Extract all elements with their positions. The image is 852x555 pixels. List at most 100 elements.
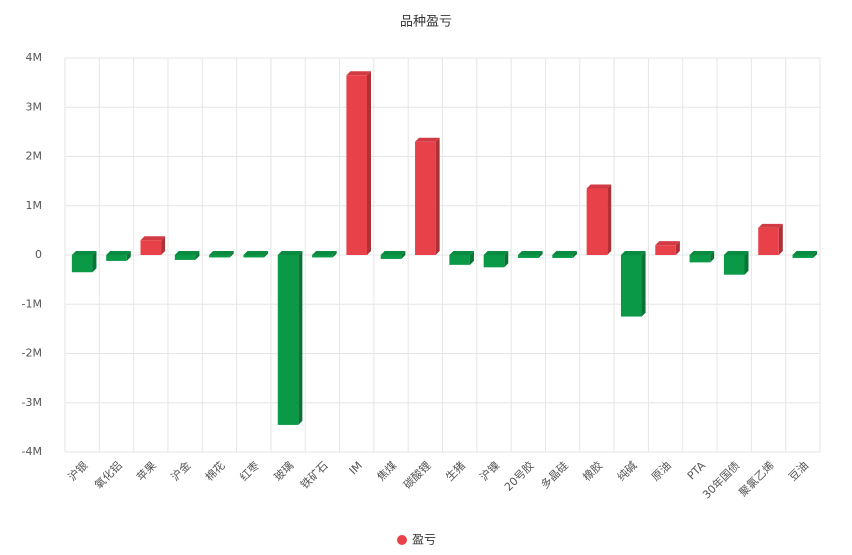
x-tick-label: 沪银 [65,458,90,483]
x-tick-label: 20号胶 [501,458,536,493]
bar-top [243,251,269,255]
bar-top [586,184,612,189]
bar [792,255,814,258]
bar-top [415,137,440,142]
bar [586,188,608,255]
x-tick-label: 生猪 [442,458,467,483]
bar-top [518,251,543,255]
x-tick-label: 苹果 [134,458,159,483]
x-tick-label: 多晶硅 [538,458,571,491]
bar [483,255,505,268]
x-tick-label: IM [347,459,365,477]
x-tick-label: 碳酸锂 [400,458,433,491]
bar [243,255,265,258]
bar-top [71,251,97,255]
bar-depth [675,241,680,255]
bar-depth [401,251,406,259]
bar [106,255,127,261]
bar [758,227,779,255]
bar-top [689,251,715,255]
bar-top [620,251,646,255]
bar-depth [813,251,818,258]
bar-depth [264,251,269,258]
x-tick-label: 沪金 [168,458,193,483]
bar-depth [126,251,131,261]
y-tick-label: -3M [22,396,42,409]
bar-depth [435,137,440,255]
bar-top [723,251,749,255]
x-tick-label: 棉花 [202,458,227,483]
x-tick-label: 橡胶 [580,458,605,483]
bar [655,245,676,255]
bar [312,255,333,258]
legend-swatch [397,535,407,545]
bar [277,255,299,425]
y-tick-label: 1M [26,199,43,212]
bar [415,141,436,255]
bar-top [312,251,337,255]
bar-depth [298,251,303,425]
x-tick-label: 豆油 [786,458,811,483]
y-tick-label: 4M [26,51,43,64]
y-tick-label: 2M [26,150,43,163]
bar-top [792,251,818,255]
x-tick-label: 30年国债 [699,458,742,501]
bar-depth [572,251,577,258]
bar-depth [229,251,234,258]
y-tick-label: -4M [22,445,42,458]
x-tick-label: 聚氯乙烯 [736,458,777,499]
bar-depth [332,251,337,258]
bar [346,75,367,255]
bar-top [174,251,200,255]
bar [209,255,230,258]
y-tick-label: -1M [22,297,42,310]
y-tick-label: -2M [22,347,42,360]
bar-top [277,251,303,255]
x-tick-label: 红枣 [237,459,262,484]
bar [518,255,539,258]
bar-depth [469,251,474,265]
bar [174,255,196,260]
bar-top [655,241,680,246]
bar [380,255,402,259]
bar-top [552,251,577,255]
bar [689,255,711,263]
bar-depth [744,251,749,275]
bar-depth [367,71,371,255]
bar-top [380,251,406,255]
legend-label: 盈亏 [412,533,436,547]
bar-top [140,236,166,241]
x-tick-label: PTA [685,459,709,483]
bar-depth [195,251,200,260]
bar-top [106,251,131,255]
y-tick-label: 0 [35,248,42,261]
bar-depth [778,223,783,255]
bar-depth [504,251,509,268]
bar [449,255,470,265]
bar-depth [607,184,612,255]
x-tick-label: 铁矿石 [298,459,331,492]
bar-top [346,71,371,76]
y-tick-label: 3M [26,100,43,113]
bar [723,255,745,275]
bar-top [758,223,783,228]
bar-depth [538,251,543,258]
x-tick-label: 玻璃 [271,458,296,483]
x-tick-label: 原油 [648,458,673,483]
bar-top [483,251,509,255]
bar [552,255,573,258]
chart-title: 品种盈亏 [400,15,452,30]
bar-depth [710,251,715,263]
bar-depth [92,251,97,273]
bar-top [209,251,234,255]
bar [140,240,162,255]
x-tick-label: 焦煤 [375,459,400,484]
bar-top [449,251,474,255]
x-tick-label: 纯碱 [615,459,640,484]
x-tick-label: 氧化铝 [91,458,124,491]
bar [71,255,93,273]
x-tick-label: 沪镍 [477,458,502,483]
bar [620,255,642,317]
bar-depth [641,251,646,317]
